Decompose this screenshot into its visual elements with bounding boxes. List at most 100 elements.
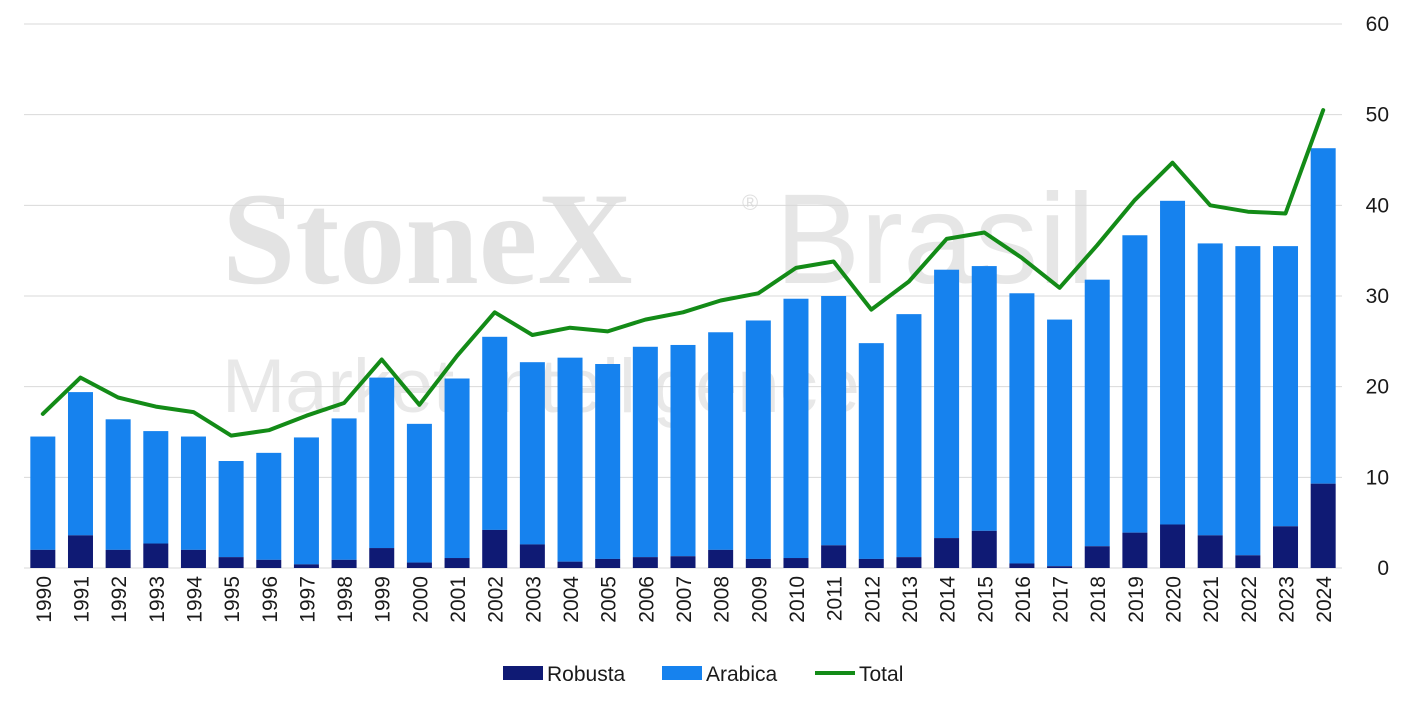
bar-arabica (858, 343, 884, 559)
bar-robusta (783, 558, 809, 568)
x-tick-label: 2008 (711, 576, 734, 623)
x-tick-label: 2014 (937, 576, 960, 623)
x-tick-label: 2000 (409, 576, 432, 623)
bar-arabica (519, 362, 545, 545)
x-tick-label: 1990 (33, 576, 56, 623)
legend-swatch (662, 666, 702, 680)
bar-arabica (1197, 243, 1223, 536)
bars (30, 148, 1336, 568)
bar-arabica (180, 436, 206, 550)
bar-arabica (256, 452, 282, 560)
x-tick-label: 2009 (748, 576, 771, 623)
y-tick-label: 30 (1366, 285, 1389, 308)
bar-arabica (632, 346, 658, 558)
bar-robusta (293, 564, 319, 568)
legend-label: Robusta (547, 663, 626, 686)
y-tick-label: 0 (1377, 557, 1389, 580)
x-tick-label: 2005 (598, 576, 621, 623)
bar-arabica (1047, 319, 1073, 567)
bar-robusta (143, 543, 169, 568)
y-tick-label: 50 (1366, 104, 1389, 127)
bar-arabica (293, 437, 319, 565)
legend-label: Arabica (706, 663, 778, 686)
legend-item-total: Total (815, 663, 903, 686)
bar-robusta (105, 549, 131, 568)
bar-robusta (821, 545, 847, 568)
bar-arabica (783, 298, 809, 559)
bar-robusta (67, 535, 93, 568)
x-tick-label: 1997 (296, 576, 319, 623)
watermark-stonex: StoneX (222, 165, 633, 312)
watermark-registered: ® (742, 190, 758, 215)
x-axis-ticks: 1990 1991 1992 1993 1994 1995 1996 1997 1998 1999… (33, 576, 1336, 623)
bar-robusta (1084, 546, 1110, 568)
bar-robusta (180, 549, 206, 568)
bar-robusta (858, 558, 884, 568)
bar-arabica (143, 431, 169, 544)
bar-robusta (1047, 566, 1073, 568)
bar-robusta (30, 549, 56, 568)
x-tick-label: 1996 (259, 576, 282, 623)
bar-arabica (745, 320, 771, 559)
x-tick-label: 1991 (70, 576, 93, 623)
bar-robusta (256, 559, 282, 568)
bar-arabica (595, 364, 621, 559)
x-tick-label: 2013 (899, 576, 922, 623)
x-tick-label: 2003 (522, 576, 545, 623)
bar-arabica (30, 436, 56, 550)
bar-robusta (406, 562, 432, 568)
x-tick-label: 2017 (1050, 576, 1073, 623)
x-tick-label: 2011 (824, 576, 847, 621)
bar-arabica (482, 336, 508, 530)
x-tick-label: 2006 (635, 576, 658, 623)
x-tick-label: 1994 (183, 576, 206, 623)
bar-arabica (67, 392, 93, 536)
x-tick-label: 2021 (1200, 576, 1223, 623)
bar-robusta (444, 558, 470, 568)
bar-arabica (1310, 148, 1336, 484)
y-axis-ticks: 0 10 20 30 40 50 60 (1366, 13, 1389, 580)
x-tick-label: 2020 (1163, 576, 1186, 623)
legend-swatch (503, 666, 543, 680)
total-line-layer (40, 108, 1326, 438)
x-tick-label: 1993 (146, 576, 169, 623)
legend-label: Total (859, 663, 903, 686)
x-tick-label: 2023 (1276, 576, 1299, 623)
bar-robusta (632, 557, 658, 568)
x-tick-label: 2010 (786, 576, 809, 623)
y-tick-label: 60 (1366, 13, 1389, 36)
bar-arabica (406, 423, 432, 563)
bar-arabica (369, 377, 395, 549)
x-tick-label: 2024 (1313, 576, 1336, 623)
bar-arabica (444, 378, 470, 559)
legend-item-arabica: Arabica (662, 663, 778, 686)
bar-robusta (331, 559, 357, 568)
x-tick-label: 1998 (334, 576, 357, 623)
bar-robusta (369, 548, 395, 568)
x-tick-label: 2007 (673, 576, 696, 623)
watermark: StoneX ® Brasil Market Intelligence (222, 165, 1095, 429)
legend: Robusta Arabica Total (503, 663, 903, 686)
bar-robusta (482, 529, 508, 568)
legend-item-robusta: Robusta (503, 663, 626, 686)
bar-arabica (1122, 235, 1148, 533)
x-tick-label: 2022 (1238, 576, 1261, 623)
bar-robusta (971, 530, 997, 568)
x-tick-label: 2018 (1087, 576, 1110, 623)
x-tick-label: 2016 (1012, 576, 1035, 623)
x-tick-label: 2015 (974, 576, 997, 623)
bar-arabica (708, 332, 734, 550)
bar-robusta (1273, 526, 1299, 568)
bar-robusta (519, 544, 545, 568)
bar-arabica (218, 461, 244, 558)
x-tick-label: 1999 (372, 576, 395, 623)
bar-robusta (595, 558, 621, 568)
bar-robusta (1009, 563, 1035, 568)
bar-arabica (896, 314, 922, 558)
bar-robusta (1197, 535, 1223, 568)
bar-arabica (331, 418, 357, 560)
bar-robusta (670, 556, 696, 568)
bar-arabica (1084, 279, 1110, 547)
y-tick-label: 10 (1366, 466, 1389, 489)
bar-arabica (557, 357, 583, 562)
